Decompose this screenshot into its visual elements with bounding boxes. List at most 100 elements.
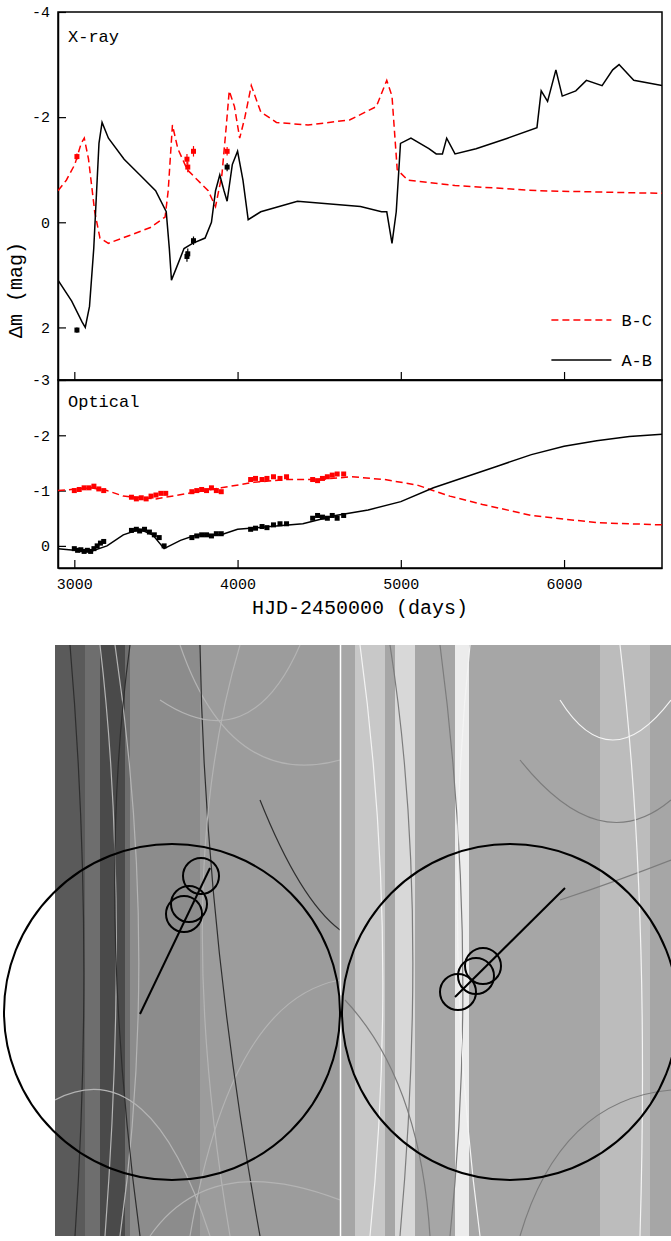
data-point (278, 476, 283, 481)
data-point (139, 495, 144, 500)
y-tick-label: -3 (32, 373, 50, 390)
map-band (600, 645, 650, 1236)
data-point (149, 494, 154, 499)
data-point (153, 493, 158, 498)
y-tick-mark (58, 117, 66, 118)
legend: B-CA-B (551, 312, 652, 371)
y-tick: 2 (41, 321, 66, 338)
x-tick (238, 372, 239, 380)
data-point (194, 488, 199, 493)
data-point (325, 474, 330, 479)
x-axis-title: HJD-2450000 (days) (252, 597, 468, 620)
data-point (253, 476, 258, 481)
data-point (219, 489, 224, 494)
data-point (96, 486, 101, 491)
data-point (184, 157, 189, 162)
x-tick-label: 4000 (220, 577, 256, 594)
data-point (271, 474, 276, 479)
y-tick: -2 (32, 429, 66, 446)
x-tick (74, 372, 75, 380)
x-tick (401, 372, 402, 380)
data-point (158, 491, 163, 496)
caustic (115, 645, 140, 1236)
caustic (115, 645, 139, 1236)
x-tick-mark (401, 372, 402, 380)
caustic (520, 760, 671, 823)
data-point (260, 477, 265, 482)
y-tick-mark (58, 327, 66, 328)
map-left (55, 645, 340, 1236)
y-tick-mark (58, 380, 66, 381)
y-tick-label: 0 (41, 216, 50, 233)
y-tick: -1 (32, 484, 66, 501)
data-point (330, 513, 335, 518)
einstein-ring (342, 844, 671, 1180)
x-tick-label: 5000 (383, 577, 419, 594)
legend-label: B-C (621, 312, 652, 331)
x-tick-mark (237, 372, 238, 380)
caustic (440, 645, 463, 1236)
y-axis: -3 -2 -1 0 (32, 373, 66, 568)
panel-title: X-ray (68, 28, 119, 47)
data-point (129, 528, 134, 533)
data-point (157, 535, 162, 540)
data-point (101, 488, 106, 493)
y-tick-label: -4 (32, 5, 50, 22)
data-point (163, 491, 168, 496)
data-point (72, 488, 77, 493)
data-point (341, 513, 346, 518)
y-tick-mark (58, 546, 66, 547)
y-tick-label: -2 (32, 110, 50, 127)
caustic (202, 645, 240, 1236)
x-tick-label: 6000 (547, 577, 583, 594)
data-point (101, 539, 106, 544)
x-axis: 3000 4000 5000 6000 (57, 560, 663, 594)
y-tick: -2 (32, 110, 66, 127)
x-axis (59, 372, 663, 381)
map-background (341, 645, 671, 1236)
data-point (315, 478, 320, 483)
data-point (204, 532, 209, 537)
data-point (284, 521, 289, 526)
y-tick-mark (58, 12, 66, 13)
y-tick-label: 0 (41, 539, 50, 556)
map-band (55, 645, 85, 1236)
y-tick-mark (58, 222, 66, 223)
x-tick-mark (74, 560, 75, 568)
einstein-ring (4, 844, 340, 1180)
data-point (147, 530, 152, 535)
data-point (320, 515, 325, 520)
panel-title: Optical (68, 393, 139, 412)
data-point (74, 154, 79, 159)
data-point (278, 521, 283, 526)
data-point (194, 533, 199, 538)
y-tick-mark (58, 435, 66, 436)
x-tick-mark (401, 560, 402, 568)
data-point (144, 496, 149, 501)
x-tick: 3000 (57, 560, 93, 594)
data-point (189, 489, 194, 494)
data-point (264, 525, 269, 530)
data-point (214, 531, 219, 536)
data-point (134, 496, 139, 501)
data-point (330, 473, 335, 478)
panel-0: -4 -2 0 2 X-ray B-CA-B (32, 5, 663, 380)
caustic (180, 645, 340, 765)
data-point (225, 149, 230, 154)
data-point (335, 516, 340, 521)
y-tick: -4 (32, 5, 66, 22)
caustic (620, 645, 643, 1236)
caustic (360, 645, 383, 1236)
caustic (200, 645, 260, 1236)
data-point (191, 238, 196, 243)
data-point (199, 532, 204, 537)
source-track (455, 888, 565, 997)
data-point (248, 477, 253, 482)
data-point (91, 484, 96, 489)
caustic (160, 645, 300, 721)
source-track (140, 868, 210, 1014)
data-point (152, 532, 157, 537)
y-tick-label: -2 (32, 429, 50, 446)
data-point (82, 485, 87, 490)
x-tick-mark (74, 372, 75, 380)
